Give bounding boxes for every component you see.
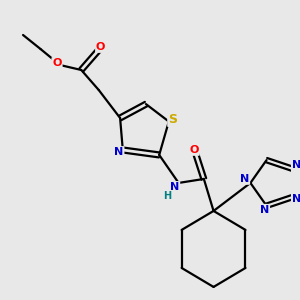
Text: O: O bbox=[190, 145, 199, 155]
Text: N: N bbox=[240, 174, 249, 184]
Text: N: N bbox=[114, 147, 124, 157]
Text: N: N bbox=[292, 160, 300, 170]
Text: O: O bbox=[96, 42, 105, 52]
Text: N: N bbox=[170, 182, 179, 192]
Text: N: N bbox=[292, 194, 300, 204]
Text: S: S bbox=[168, 113, 177, 126]
Text: H: H bbox=[163, 191, 171, 201]
Text: N: N bbox=[260, 205, 269, 215]
Text: O: O bbox=[52, 58, 62, 68]
